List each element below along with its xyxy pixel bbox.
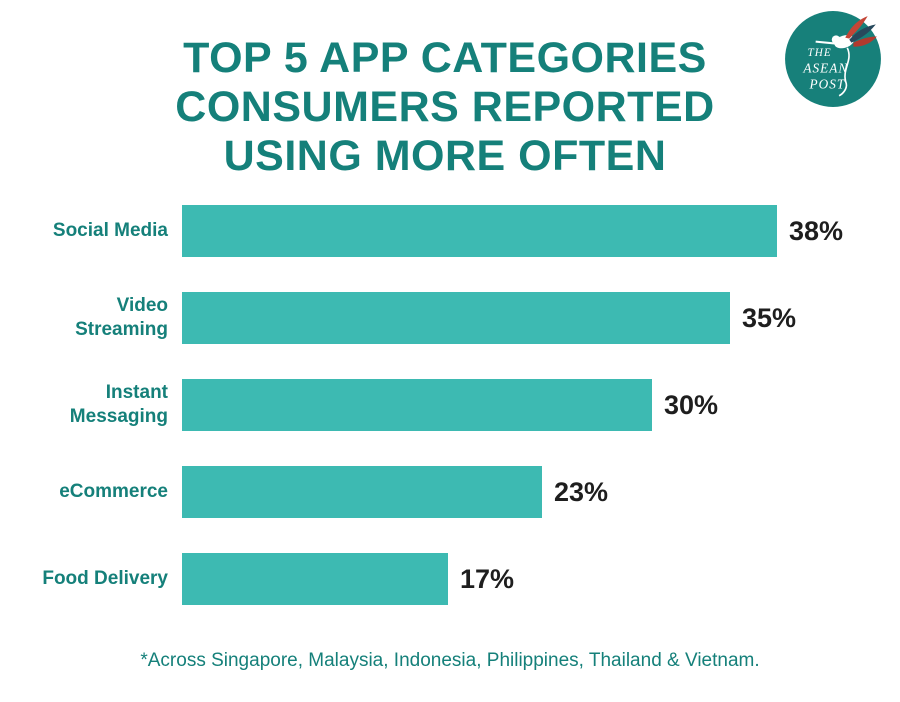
bar-social-media bbox=[182, 205, 777, 257]
logo-text-asean: ASEAN bbox=[802, 60, 848, 75]
bar-area: 17% bbox=[182, 553, 900, 605]
value-label: 38% bbox=[789, 215, 844, 246]
bar-row-video-streaming: Video Streaming 35% bbox=[0, 292, 900, 344]
bar-row-instant-messaging: Instant Messaging 30% bbox=[0, 379, 900, 431]
bar-row-food-delivery: Food Delivery 17% bbox=[0, 553, 900, 605]
bar-row-social-media: Social Media 38% bbox=[0, 205, 900, 257]
bar-row-ecommerce: eCommerce 23% bbox=[0, 466, 900, 518]
bar-area: 23% bbox=[182, 466, 900, 518]
bar-area: 30% bbox=[182, 379, 900, 431]
category-label: Instant Messaging bbox=[69, 382, 168, 427]
category-label: Food Delivery bbox=[42, 568, 168, 590]
asean-post-logo: THE ASEAN POST bbox=[782, 8, 884, 110]
chart-title-line-1: TOP 5 APP CATEGORIES bbox=[183, 34, 707, 82]
bar-food-delivery bbox=[182, 553, 448, 605]
logo-text-the: THE bbox=[808, 47, 832, 59]
chart-title: TOP 5 APP CATEGORIES CONSUMERS REPORTED … bbox=[0, 34, 890, 181]
logo-text-post: POST bbox=[809, 77, 846, 92]
category-label: Social Media bbox=[52, 220, 168, 242]
chart-title-line-2: CONSUMERS REPORTED bbox=[175, 83, 715, 132]
bar-ecommerce bbox=[182, 466, 542, 518]
logo-circle bbox=[785, 11, 881, 107]
bar-instant-messaging bbox=[182, 379, 652, 431]
value-label: 23% bbox=[554, 476, 609, 507]
bar-chart: Social Media 38% Video Streaming 35% Ins… bbox=[0, 205, 900, 640]
value-label: 17% bbox=[460, 563, 515, 594]
category-label: Video Streaming bbox=[75, 295, 168, 340]
value-label: 30% bbox=[664, 389, 719, 420]
bar-area: 38% bbox=[182, 205, 900, 257]
chart-title-line-3: USING MORE OFTEN bbox=[223, 132, 667, 181]
value-label: 35% bbox=[742, 302, 797, 333]
bar-video-streaming bbox=[182, 292, 730, 344]
bar-area: 35% bbox=[182, 292, 900, 344]
hummingbird-icon bbox=[815, 16, 877, 97]
footnote: *Across Singapore, Malaysia, Indonesia, … bbox=[140, 650, 760, 671]
category-label: eCommerce bbox=[59, 481, 168, 503]
